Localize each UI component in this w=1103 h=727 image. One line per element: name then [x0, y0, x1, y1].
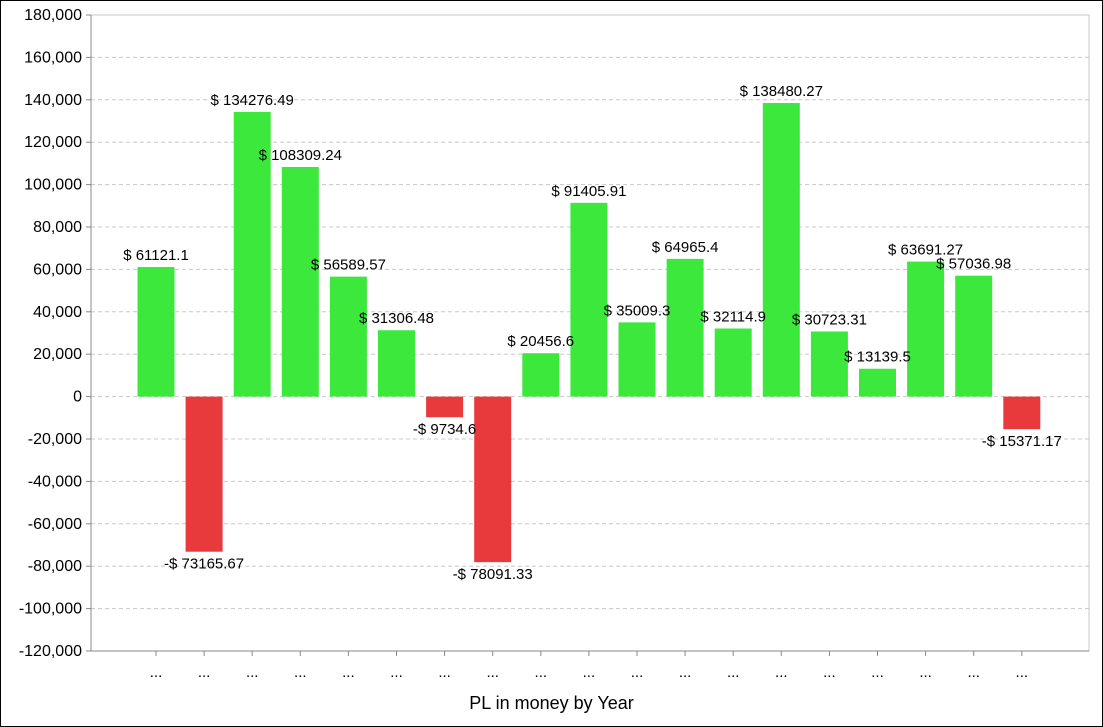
data-labels: $ 61121.1 -$ 73165.67 $ 134276.49 $ 108309.… — [123, 83, 1062, 583]
x-tick-label: ... — [294, 664, 307, 681]
y-tick-label: -120,000 — [19, 643, 82, 660]
y-tick-label: -100,000 — [19, 601, 82, 618]
bar-value-label: -$ 9734.6 — [413, 421, 476, 438]
y-tick-label: -20,000 — [28, 431, 82, 448]
bar — [1003, 396, 1041, 430]
bar-value-label: $ 91405.91 — [551, 183, 626, 200]
bar — [810, 331, 848, 397]
bar-value-label: $ 108309.24 — [259, 147, 342, 164]
x-tick-label: ... — [919, 664, 932, 681]
y-tick-label: 120,000 — [24, 134, 82, 151]
x-tick-label: ... — [967, 664, 980, 681]
bar — [859, 368, 896, 397]
bar-value-label: $ 32114.9 — [700, 309, 766, 326]
bar-value-label: $ 35009.3 — [604, 302, 671, 319]
bar-value-label: -$ 15371.17 — [982, 433, 1062, 450]
x-axis-categories: ........................................… — [150, 651, 1028, 681]
bar — [714, 328, 752, 397]
x-tick-label: ... — [150, 664, 163, 681]
y-tick-label: 180,000 — [24, 7, 82, 24]
x-tick-label: ... — [1016, 664, 1029, 681]
bar — [137, 267, 175, 397]
x-axis-title: PL in money by Year — [469, 693, 634, 713]
x-tick-label: ... — [871, 664, 884, 681]
bar — [329, 276, 367, 397]
bar-value-label: -$ 73165.67 — [164, 556, 244, 573]
bar-value-label: $ 61121.1 — [123, 247, 189, 264]
bar-value-label: $ 13139.5 — [844, 349, 911, 366]
x-tick-label: ... — [486, 664, 499, 681]
bar — [955, 275, 993, 397]
y-tick-label: 100,000 — [24, 177, 82, 194]
x-tick-label: ... — [775, 664, 788, 681]
y-tick-label: 160,000 — [24, 49, 82, 66]
y-tick-label: 40,000 — [33, 304, 82, 321]
bar-value-label: -$ 78091.33 — [453, 566, 533, 583]
bar-value-label: $ 57036.98 — [936, 256, 1011, 273]
bar-value-label: $ 56589.57 — [311, 257, 386, 274]
bar — [378, 330, 415, 397]
bar-value-label: $ 134276.49 — [210, 92, 293, 109]
x-tick-label: ... — [727, 664, 740, 681]
bar — [233, 111, 271, 397]
bar — [570, 202, 608, 397]
y-tick-label: -40,000 — [28, 473, 82, 490]
y-tick-label: 80,000 — [33, 219, 82, 236]
bar-value-label: $ 30723.31 — [792, 311, 867, 328]
x-tick-label: ... — [535, 664, 548, 681]
x-tick-label: ... — [631, 664, 644, 681]
bar-value-label: $ 31306.48 — [359, 310, 434, 327]
x-tick-label: ... — [246, 664, 259, 681]
bar — [474, 396, 512, 563]
x-tick-label: ... — [198, 664, 211, 681]
bar-value-label: $ 138480.27 — [740, 83, 823, 100]
y-tick-label: 140,000 — [24, 92, 82, 109]
bar-value-label: $ 20456.6 — [507, 333, 574, 350]
bar — [762, 103, 800, 397]
bar — [907, 261, 945, 397]
y-tick-label: -60,000 — [28, 516, 82, 533]
bars — [137, 103, 1041, 563]
bar-value-label: $ 63691.27 — [888, 242, 963, 259]
bar-value-label: $ 64965.4 — [652, 239, 719, 256]
y-tick-label: 20,000 — [33, 346, 82, 363]
bar — [185, 396, 223, 552]
y-tick-label: -80,000 — [28, 558, 82, 575]
y-axis: 180,000 160,000 140,000 120,000 100,000 80,00… — [19, 7, 1089, 660]
x-tick-label: ... — [679, 664, 692, 681]
bar — [426, 396, 464, 418]
bar — [666, 258, 704, 397]
x-tick-label: ... — [438, 664, 451, 681]
y-tick-label: 0 — [73, 389, 82, 406]
x-tick-label: ... — [823, 664, 836, 681]
bar — [618, 322, 656, 397]
y-tick-label: 60,000 — [33, 261, 82, 278]
bar — [522, 353, 560, 397]
x-tick-label: ... — [342, 664, 355, 681]
bar — [281, 166, 319, 397]
x-tick-label: ... — [583, 664, 596, 681]
x-tick-label: ... — [390, 664, 403, 681]
